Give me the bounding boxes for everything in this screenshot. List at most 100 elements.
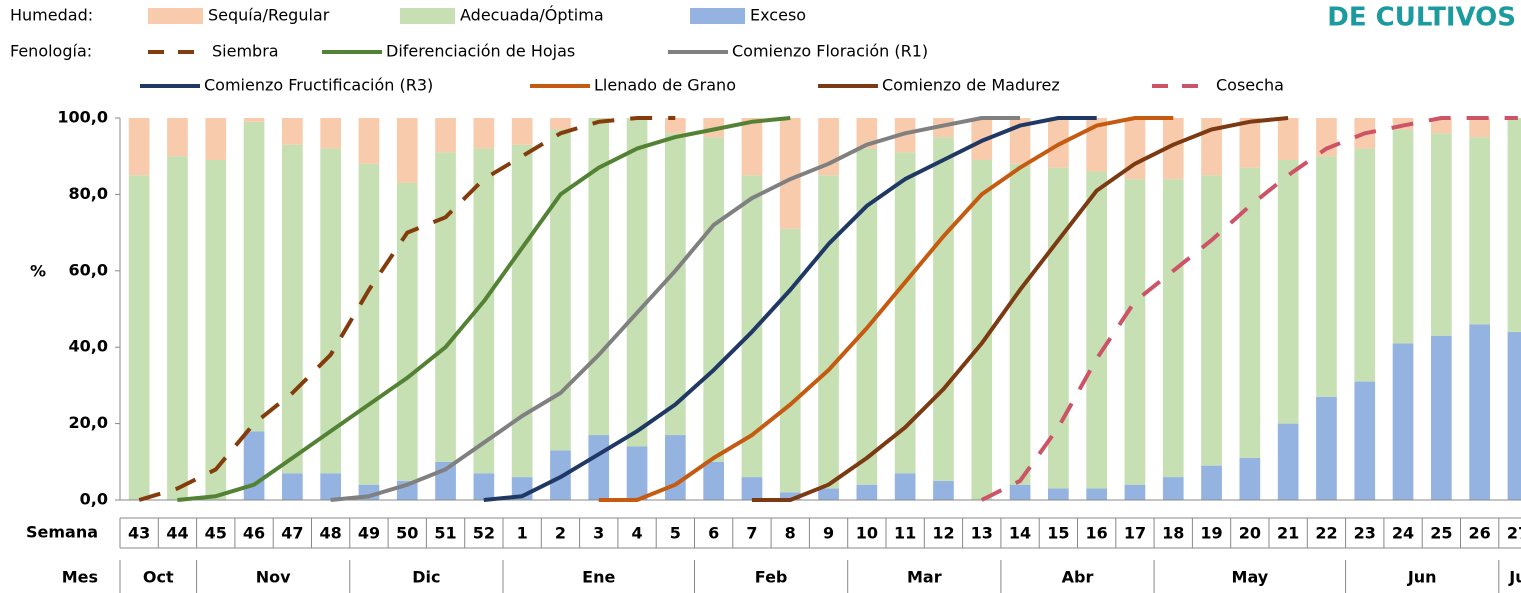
bar-segment bbox=[1316, 396, 1337, 500]
bar-segment bbox=[1124, 118, 1146, 180]
bar-segment bbox=[665, 118, 686, 134]
bar-segment bbox=[1392, 343, 1414, 500]
line-series bbox=[138, 116, 676, 502]
x-tick-label: 52 bbox=[473, 524, 495, 543]
legend-label: Diferenciación de Hojas bbox=[386, 42, 575, 61]
bar-segment bbox=[818, 488, 839, 500]
bar-segment bbox=[550, 118, 571, 130]
bar-segment bbox=[435, 118, 456, 153]
x-tick-label: 12 bbox=[932, 524, 954, 543]
x-tick-label: 15 bbox=[1047, 524, 1069, 543]
x-tick-label: 48 bbox=[320, 524, 342, 543]
bar-segment bbox=[511, 118, 533, 145]
bar-segment bbox=[1431, 335, 1452, 500]
bar-segment bbox=[1048, 488, 1069, 500]
x-tick-label: 24 bbox=[1392, 524, 1414, 543]
legend-swatch bbox=[400, 8, 455, 24]
x-tick-label: 49 bbox=[358, 524, 380, 543]
y-tick-label: 0,0 bbox=[80, 490, 108, 509]
y-tick-label: 80,0 bbox=[69, 184, 108, 203]
bar-segment bbox=[1239, 167, 1261, 458]
bar-segment bbox=[1469, 118, 1490, 138]
bar-segment bbox=[128, 175, 150, 501]
y-axis-label: % bbox=[30, 262, 46, 281]
bar-segment bbox=[1277, 160, 1299, 424]
bar-segment bbox=[511, 144, 533, 478]
bar-segment bbox=[1239, 118, 1261, 168]
bar-segment bbox=[779, 228, 801, 493]
bar-segment bbox=[1086, 171, 1107, 489]
bar-segment bbox=[358, 163, 380, 485]
x-tick-label: 19 bbox=[1200, 524, 1222, 543]
bar-segment bbox=[626, 118, 648, 447]
bar-segment bbox=[933, 480, 954, 500]
bar-segment bbox=[1469, 324, 1490, 500]
x-tick-label: 18 bbox=[1162, 524, 1184, 543]
bar-segment bbox=[1239, 457, 1261, 500]
x-tick-label: 17 bbox=[1124, 524, 1146, 543]
bar-segment bbox=[741, 477, 763, 500]
bar-segment bbox=[243, 431, 265, 500]
month-label: Nov bbox=[256, 568, 291, 587]
bar-segment bbox=[588, 435, 610, 500]
bar-segment bbox=[1277, 118, 1299, 161]
bar-segment bbox=[205, 160, 227, 500]
bar-segment bbox=[205, 118, 227, 161]
x-tick-label: 26 bbox=[1469, 524, 1491, 543]
x-tick-label: 4 bbox=[631, 524, 642, 543]
bar-segment bbox=[1086, 118, 1107, 172]
bar-segment bbox=[1201, 465, 1222, 500]
bar-segment bbox=[703, 461, 724, 500]
legend-label: Sequía/Regular bbox=[208, 6, 330, 25]
bar-segment bbox=[1124, 484, 1146, 500]
x-tick-label: 20 bbox=[1239, 524, 1261, 543]
bar-segment bbox=[167, 118, 188, 157]
x-tick-label: 45 bbox=[205, 524, 227, 543]
bar-segment bbox=[1124, 179, 1146, 485]
month-label: Jun bbox=[1407, 568, 1437, 587]
x-tick-label: 11 bbox=[894, 524, 916, 543]
x-tick-label: 7 bbox=[746, 524, 757, 543]
bar-segment bbox=[282, 473, 303, 500]
legend-swatch bbox=[148, 8, 203, 24]
bar-segment bbox=[473, 473, 495, 500]
x-tick-label: 22 bbox=[1315, 524, 1337, 543]
bar-segment bbox=[856, 118, 878, 149]
x-tick-label: 51 bbox=[434, 524, 456, 543]
bar-segment bbox=[243, 118, 265, 122]
x-tick-label: 14 bbox=[1009, 524, 1031, 543]
bar-segment bbox=[818, 175, 839, 489]
bar-segment bbox=[665, 133, 686, 436]
bar-segment bbox=[1354, 381, 1376, 500]
bar-segment bbox=[320, 473, 341, 500]
x-tick-label: 1 bbox=[517, 524, 528, 543]
bar-segment bbox=[779, 118, 801, 229]
bar-segment bbox=[320, 118, 341, 149]
y-tick-label: 40,0 bbox=[69, 337, 108, 356]
bar-segment bbox=[396, 182, 418, 481]
line-series bbox=[177, 116, 791, 502]
x-tick-label: 44 bbox=[166, 524, 188, 543]
x-tick-label: 13 bbox=[971, 524, 993, 543]
x-tick-label: 50 bbox=[396, 524, 418, 543]
bar-segment bbox=[435, 152, 456, 462]
bar-segment bbox=[320, 148, 341, 474]
x-tick-label: 6 bbox=[708, 524, 719, 543]
month-label: May bbox=[1232, 568, 1269, 587]
bar-segment bbox=[1507, 118, 1521, 332]
line-series bbox=[980, 116, 1518, 502]
legend-label: Comienzo Floración (R1) bbox=[732, 42, 928, 61]
x-tick-label: 43 bbox=[128, 524, 150, 543]
bar-segment bbox=[894, 152, 916, 474]
x-tick-label: 5 bbox=[670, 524, 681, 543]
month-label: Ene bbox=[582, 568, 615, 587]
bar-segment bbox=[128, 118, 150, 176]
bar-segment bbox=[1201, 175, 1222, 466]
bar-segment bbox=[1469, 137, 1490, 325]
legend-label: Comienzo Fructificación (R3) bbox=[204, 76, 433, 95]
bar-segment bbox=[473, 118, 495, 149]
line-series bbox=[330, 116, 1020, 502]
bar-segment bbox=[856, 484, 878, 500]
legend-title: Humedad: bbox=[10, 6, 93, 25]
bar-segment bbox=[933, 137, 954, 481]
